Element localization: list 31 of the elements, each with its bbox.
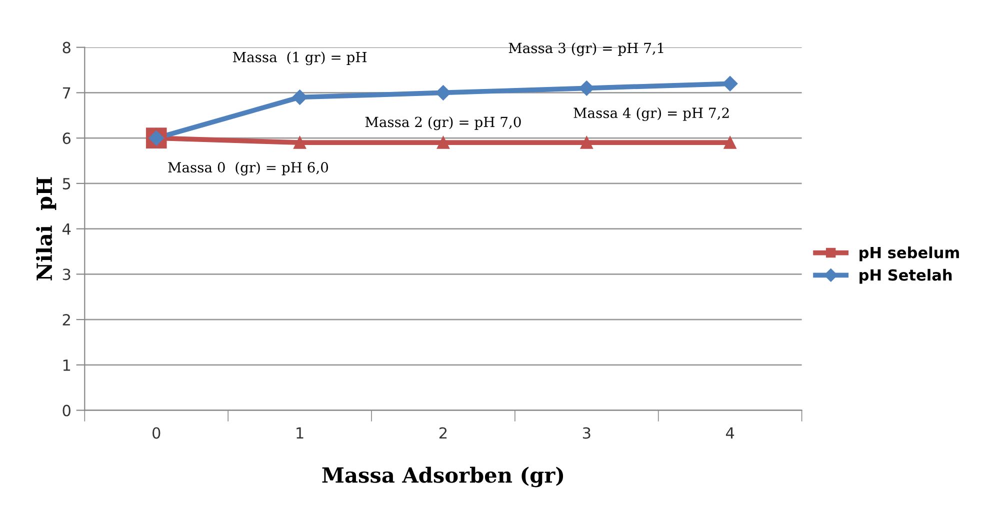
- x-tick-label: 4: [726, 427, 734, 439]
- point: [292, 90, 308, 105]
- point: [436, 85, 451, 100]
- annotation: Massa 2 (gr) = pH 7,0: [365, 116, 521, 130]
- point: [436, 136, 450, 149]
- x-tick-label: 0: [152, 427, 160, 439]
- y-tick-label: 3: [62, 268, 70, 280]
- point: [580, 136, 593, 149]
- point: [724, 136, 736, 149]
- legend-label: pH Setelah: [860, 268, 952, 284]
- y-tick-label: 8: [62, 42, 70, 54]
- y-axis-title: Nilai pH: [36, 177, 56, 280]
- annotation: Massa 0 (gr) = pH 6,0: [168, 162, 328, 176]
- point: [294, 136, 306, 149]
- x-tick-label: 1: [296, 427, 304, 439]
- x-tick-label: 2: [439, 427, 447, 439]
- point: [579, 80, 594, 96]
- x-tick-label: 3: [582, 427, 590, 439]
- y-tick-label: 7: [63, 87, 70, 99]
- annotation: Massa 4 (gr) = pH 7,2: [574, 107, 729, 122]
- legend-label: pH sebelum: [860, 246, 959, 262]
- y-tick-label: 5: [62, 178, 70, 190]
- annotation: Massa 3 (gr) = pH 7,1: [508, 42, 664, 56]
- y-tick-label: 1: [63, 360, 70, 371]
- y-tick-label: 6: [62, 132, 71, 144]
- point: [722, 76, 738, 92]
- y-tick-label: 0: [62, 404, 70, 416]
- annotation: Massa (1 gr) = pH: [233, 52, 367, 66]
- x-axis-title: Massa Adsorben (gr): [322, 466, 564, 488]
- y-tick-label: 2: [62, 314, 70, 326]
- y-tick-label: 4: [62, 223, 71, 235]
